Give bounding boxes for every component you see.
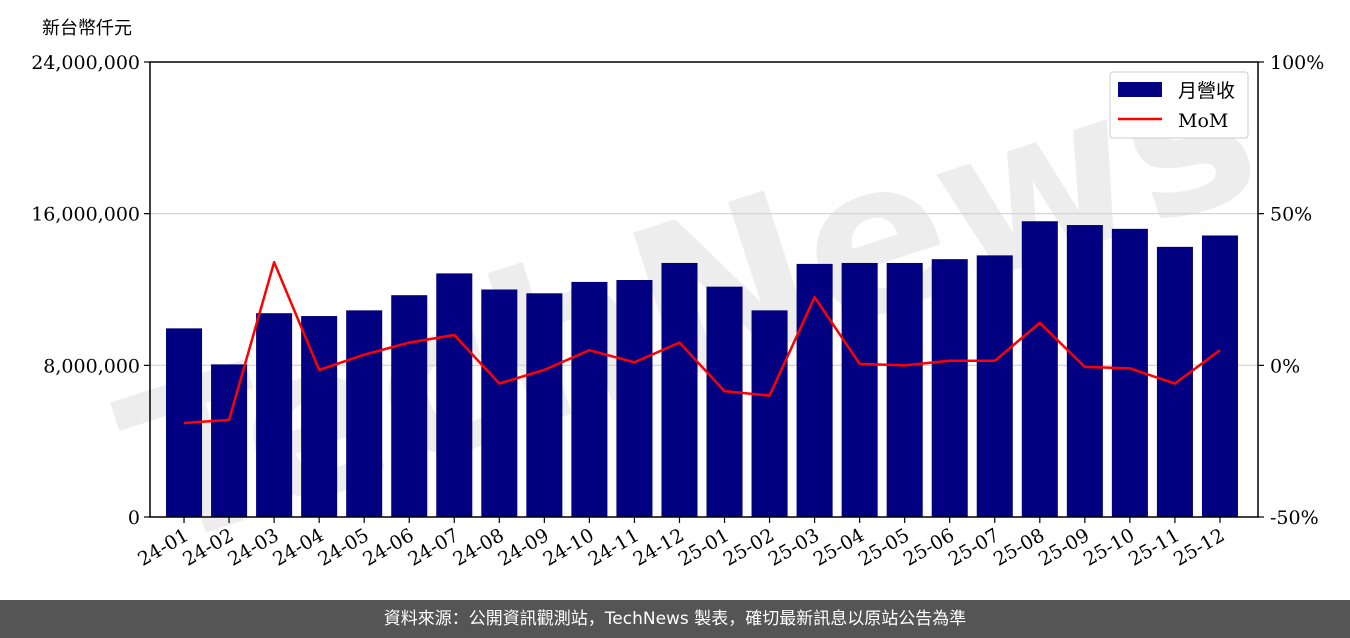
x-tick-label: 25-01: [675, 524, 733, 570]
bar: [796, 263, 833, 517]
x-tick-label: 24-11: [584, 524, 642, 570]
x-tick-label: 24-02: [179, 524, 237, 570]
x-tick-label: 24-06: [359, 524, 417, 570]
bar: [751, 310, 788, 517]
bar: [976, 255, 1013, 517]
y-axis-unit-label: 新台幣仟元: [42, 18, 132, 39]
bar: [1201, 235, 1238, 517]
x-tick-label: 25-05: [855, 524, 913, 570]
bars: [166, 221, 1238, 518]
legend-label-revenue: 月營收: [1178, 80, 1235, 102]
bar: [886, 262, 923, 517]
x-tick-label: 25-09: [1035, 524, 1093, 570]
bar: [706, 286, 743, 517]
x-tick-label: 25-11: [1125, 524, 1183, 570]
bar: [841, 262, 878, 517]
plot-frame: [149, 61, 1259, 518]
bar: [301, 316, 338, 517]
x-tick-label: 24-07: [404, 524, 462, 570]
bar: [616, 280, 653, 517]
y-left-tick-label: 8,000,000: [43, 355, 140, 377]
x-tick-label: 24-05: [314, 524, 372, 570]
y-right-tick-label: 100%: [1270, 52, 1324, 74]
bar: [346, 310, 383, 517]
bar: [391, 295, 428, 517]
mom-line-path: [183, 260, 1221, 425]
x-tick-label: 25-12: [1170, 524, 1228, 570]
bar: [931, 259, 968, 517]
legend-swatch-bar: [1118, 82, 1162, 97]
bar: [436, 273, 473, 517]
y-left-tick-label: 16,000,000: [31, 204, 140, 226]
x-tick-label: 24-09: [494, 524, 552, 570]
y-right-tick-label: 0%: [1270, 355, 1300, 377]
bar: [211, 364, 248, 517]
legend-label-mom: MoM: [1178, 110, 1228, 132]
bar: [571, 281, 608, 517]
bar: [1066, 225, 1103, 517]
x-tick-label: 24-04: [269, 524, 327, 570]
x-tick-label: 24-10: [539, 524, 597, 570]
x-tick-label: 25-10: [1080, 524, 1138, 570]
x-tick-label: 24-12: [630, 524, 688, 570]
bar: [1021, 221, 1058, 517]
axes: [144, 61, 1264, 523]
x-tick-label: 25-07: [945, 524, 1003, 570]
bar: [256, 313, 293, 517]
bar: [1156, 246, 1193, 517]
source-footer: 資料來源：公開資訊觀測站，TechNews 製表，確切最新訊息以原站公告為準: [0, 600, 1350, 638]
x-tick-label: 24-08: [449, 524, 507, 570]
x-tick-label: 25-04: [810, 524, 868, 570]
mom-line: [183, 260, 1221, 425]
y-right-tick-label: -50%: [1270, 507, 1319, 529]
x-tick-label: 25-03: [765, 524, 823, 570]
bar: [526, 293, 563, 517]
bar: [661, 262, 698, 517]
x-tick-label: 25-02: [720, 524, 778, 570]
x-tick-label: 24-01: [134, 524, 192, 570]
bar: [481, 289, 518, 517]
legend: 月營收 MoM: [1109, 71, 1249, 139]
y-left-tick-label: 24,000,000: [31, 52, 140, 74]
x-tick-label: 25-06: [900, 524, 958, 570]
y-right-tick-label: 50%: [1270, 204, 1312, 226]
x-tick-label: 25-08: [990, 524, 1048, 570]
chart: 0 8,000,000 16,000,000 24,000,000 -50% 0% 50% 1…: [31, 52, 1324, 571]
y-left-tick-label: 0: [128, 507, 140, 529]
x-tick-label: 24-03: [224, 524, 282, 570]
